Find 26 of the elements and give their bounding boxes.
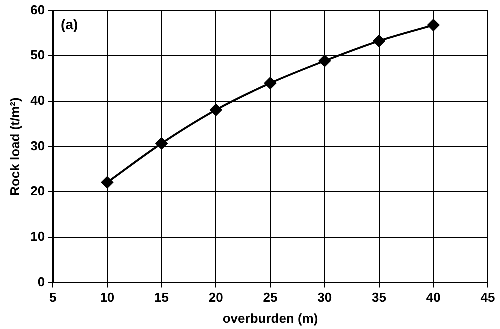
x-tick-label: 10 [100, 290, 115, 306]
y-tick-label: 20 [30, 184, 46, 199]
x-tick-label: 40 [426, 290, 441, 306]
annotation: (a) [61, 16, 78, 33]
y-tick-label: 10 [30, 229, 46, 244]
y-tick-label: 60 [30, 2, 46, 18]
point [318, 55, 331, 68]
y-tick-label: 30 [30, 138, 46, 154]
point [210, 104, 222, 116]
x-tick-label: 45 [480, 290, 496, 306]
x-tick-label: 25 [263, 290, 278, 306]
point [264, 77, 277, 90]
point [373, 35, 386, 48]
y-tick-label: 50 [30, 48, 46, 63]
x-axis-title: overburden (m) [222, 310, 318, 326]
x-tick-label: 35 [372, 290, 386, 306]
y-tick-label: 40 [30, 93, 46, 108]
point [156, 138, 168, 150]
x-tick-label: 15 [154, 290, 170, 306]
x-tick-label: 30 [318, 290, 332, 306]
point [428, 19, 440, 32]
point [101, 176, 114, 189]
x-tick-label: 20 [208, 290, 224, 306]
y-axis-title: Rock load (t/m²) [7, 98, 22, 196]
y-tick-label: 0 [38, 274, 46, 290]
x-tick-label: 5 [49, 290, 57, 306]
